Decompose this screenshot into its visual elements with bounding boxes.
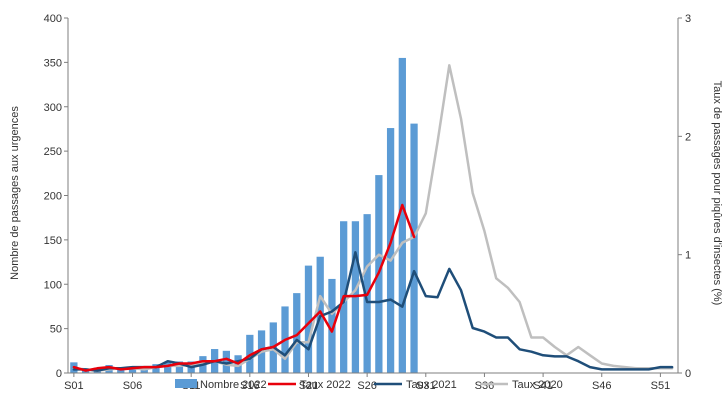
y-right-tick-label: 1 [685, 250, 691, 262]
x-tick-label: S31 [416, 380, 436, 392]
line-series [72, 64, 674, 372]
x-tick-label: S01 [64, 380, 84, 392]
x-tick-label: S41 [533, 380, 553, 392]
series-line-taux-2020 [72, 64, 674, 372]
series-line-taux-2022 [72, 203, 416, 372]
x-tick-label: S16 [240, 380, 260, 392]
y-left-tick-label: 0 [56, 368, 62, 380]
series-line-taux-2021 [72, 251, 674, 372]
legend-label: Taux 2020 [512, 379, 563, 391]
bar [222, 350, 231, 373]
y-left-tick-label: 50 [50, 324, 62, 336]
x-tick-label: S46 [592, 380, 612, 392]
y-left-tick-label: 400 [44, 13, 62, 25]
y-right-tick-label: 2 [685, 131, 691, 143]
axes [64, 17, 682, 377]
y-left-tick-label: 300 [44, 102, 62, 114]
legend: Nombre 2022 Taux 2022 Taux 2021 Taux 2020 [175, 379, 563, 391]
legend-label: Taux 2021 [406, 379, 457, 391]
bar [328, 278, 336, 373]
bar-series-nombre-2022 [70, 57, 418, 373]
y-left-tick-label: 350 [44, 57, 62, 69]
x-tick-label: S06 [123, 380, 143, 392]
legend-swatch [175, 379, 197, 388]
y-left-tick-label: 100 [44, 279, 62, 291]
x-tick-label: S36 [475, 380, 495, 392]
y-right-tick-label: 3 [685, 13, 691, 25]
bar [175, 361, 184, 373]
bar [117, 368, 125, 373]
tick-labels: 0501001502002503003504000123S01S06S11S16… [44, 13, 691, 392]
y-left-tick-label: 200 [44, 191, 62, 203]
x-tick-label: S26 [357, 380, 377, 392]
bar [152, 364, 160, 373]
legend-label: Taux 2022 [300, 379, 351, 391]
x-tick-label: S21 [299, 380, 319, 392]
legend-label: Nombre 2022 [200, 379, 267, 391]
bar [164, 362, 172, 373]
bar [128, 366, 137, 373]
bar [410, 123, 418, 373]
bar [386, 128, 395, 373]
x-tick-label: S51 [651, 380, 671, 392]
y-right-tick-label: 0 [685, 368, 691, 380]
bar [304, 265, 313, 373]
bar [398, 57, 406, 373]
y-left-tick-label: 250 [44, 146, 62, 158]
bar [293, 293, 301, 373]
y-axis-right-label: Taux de passages pour piqûres d'insectes… [711, 81, 723, 306]
y-axis-left-label: Nombre de passages aux urgences [9, 106, 21, 280]
y-left-tick-label: 150 [44, 235, 62, 247]
